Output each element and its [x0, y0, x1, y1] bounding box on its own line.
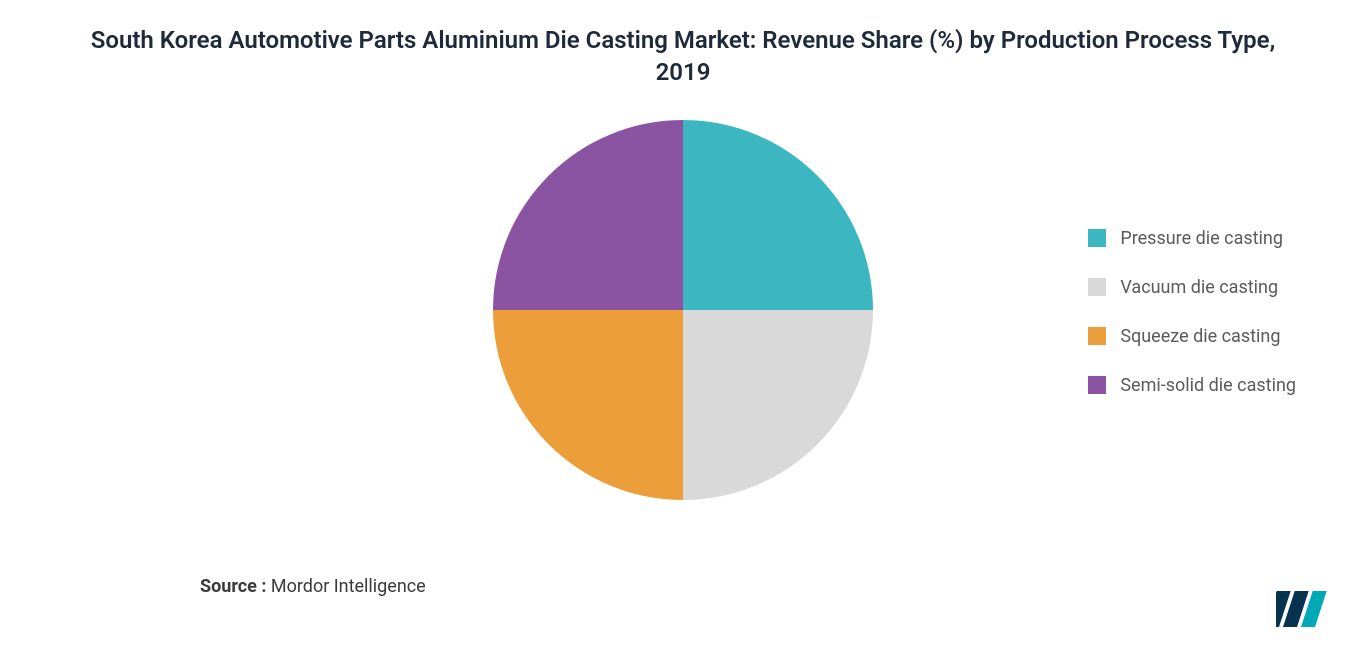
pie-slice: [493, 120, 683, 310]
legend-item: Pressure die casting: [1088, 228, 1296, 249]
legend-label: Semi-solid die casting: [1120, 375, 1296, 396]
mordor-logo: [1276, 587, 1336, 631]
legend-swatch: [1088, 376, 1106, 394]
legend-item: Squeeze die casting: [1088, 326, 1296, 347]
legend-swatch: [1088, 229, 1106, 247]
infographic-card: South Korea Automotive Parts Aluminium D…: [0, 0, 1366, 655]
legend-label: Squeeze die casting: [1120, 326, 1280, 347]
pie-slice: [493, 310, 683, 500]
legend-item: Vacuum die casting: [1088, 277, 1296, 298]
pie-chart: [493, 120, 873, 500]
source-line: Source : Mordor Intelligence: [200, 576, 426, 597]
legend-label: Pressure die casting: [1120, 228, 1283, 249]
legend-swatch: [1088, 278, 1106, 296]
chart-title: South Korea Automotive Parts Aluminium D…: [0, 0, 1366, 97]
legend-label: Vacuum die casting: [1120, 277, 1278, 298]
pie-chart-wrap: [493, 120, 873, 504]
source-value: Mordor Intelligence: [271, 576, 426, 597]
legend: Pressure die casting Vacuum die casting Sq…: [1088, 228, 1296, 396]
pie-slice: [683, 310, 873, 500]
logo-icon: [1276, 587, 1336, 631]
chart-area: Pressure die casting Vacuum die casting Sq…: [0, 97, 1366, 527]
pie-slice: [683, 120, 873, 310]
legend-item: Semi-solid die casting: [1088, 375, 1296, 396]
source-label: Source :: [200, 576, 266, 597]
legend-swatch: [1088, 327, 1106, 345]
